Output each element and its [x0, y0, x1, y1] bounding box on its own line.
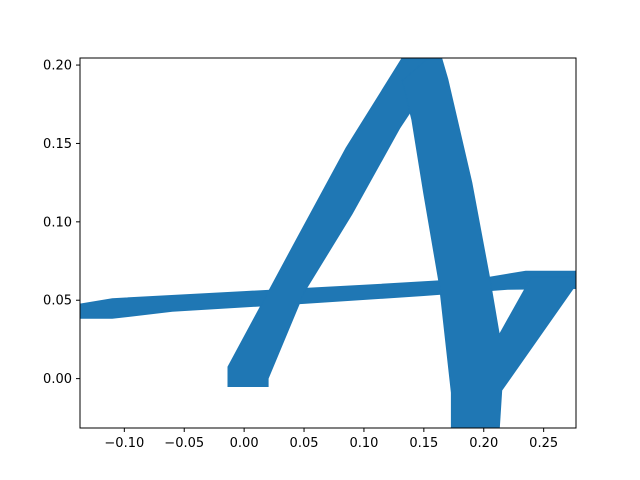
filled-region-2 [227, 58, 443, 387]
x-tick-label: 0.20 [469, 436, 498, 451]
x-tick-label: 0.15 [409, 436, 438, 451]
y-tick-label: 0.10 [43, 215, 72, 230]
y-tick-label: 0.00 [43, 372, 72, 387]
y-axis: 0.00 0.05 0.10 0.15 0.20 [43, 59, 80, 387]
x-tick-label: 0.10 [349, 436, 378, 451]
x-axis: −0.10 −0.05 0.00 0.05 0.10 0.15 0.20 0.25 [104, 428, 558, 451]
x-tick-label: 0.25 [529, 436, 558, 451]
plot-frame [79, 57, 577, 429]
x-tick-label: 0.00 [230, 436, 259, 451]
x-tick-label: 0.05 [290, 436, 319, 451]
x-tick-label: −0.10 [104, 436, 144, 451]
y-tick-label: 0.20 [43, 59, 72, 74]
data-marks [79, 58, 577, 429]
x-tick-label: −0.05 [164, 436, 204, 451]
y-tick-label: 0.15 [43, 137, 72, 152]
y-tick-label: 0.05 [43, 294, 72, 309]
